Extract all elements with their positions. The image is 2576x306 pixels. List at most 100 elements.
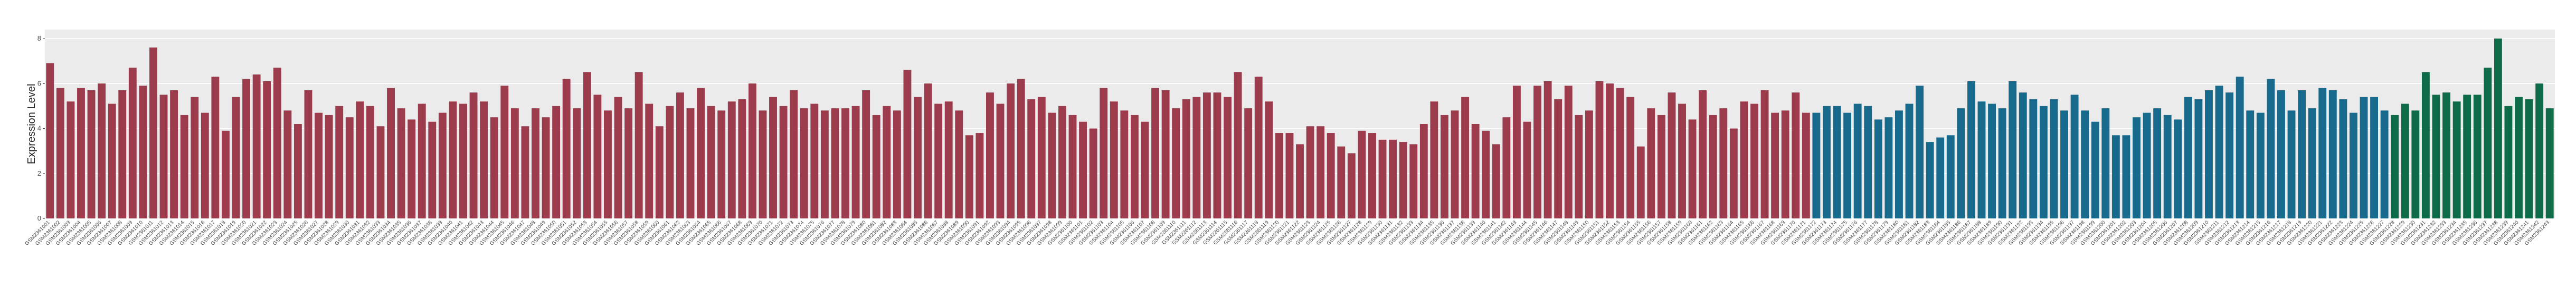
bar	[2473, 94, 2482, 218]
bar	[1079, 121, 1087, 218]
bar	[934, 103, 943, 218]
bar	[263, 81, 271, 218]
bar	[1048, 112, 1056, 218]
bar	[903, 70, 912, 218]
bar	[2174, 119, 2182, 218]
bar	[67, 101, 75, 218]
y-tick-label: 4	[37, 125, 41, 132]
bar	[1564, 85, 1573, 218]
bar	[1224, 97, 1232, 218]
bar	[2277, 90, 2285, 218]
bar	[542, 117, 550, 218]
bar	[1244, 108, 1253, 218]
bar	[1461, 97, 1470, 218]
bar	[1905, 103, 1914, 218]
bar	[1037, 97, 1046, 218]
bar	[707, 106, 715, 218]
bar	[841, 108, 849, 218]
bar	[2236, 77, 2244, 218]
bar	[532, 108, 539, 218]
bar	[2515, 97, 2523, 218]
bar	[56, 88, 64, 218]
bar	[893, 110, 901, 218]
bar	[2122, 135, 2130, 218]
bar	[2298, 90, 2306, 218]
bar	[2504, 106, 2513, 218]
bar	[2246, 110, 2255, 218]
bar	[2411, 110, 2420, 218]
bar	[1729, 128, 1738, 218]
bar	[748, 83, 756, 218]
bar	[1296, 144, 1304, 218]
bar	[1492, 144, 1500, 218]
bar	[717, 110, 726, 218]
bar	[335, 106, 344, 218]
bar	[645, 103, 654, 218]
bar	[820, 110, 829, 218]
bar	[1451, 110, 1459, 218]
bar	[1812, 112, 1821, 218]
bar	[1688, 119, 1697, 218]
bar	[1699, 90, 1707, 218]
bar	[1636, 146, 1645, 218]
bar	[1141, 121, 1149, 218]
bar	[1419, 124, 1428, 218]
bar	[1946, 135, 1955, 218]
bar	[2328, 90, 2337, 218]
bar	[727, 101, 736, 218]
bar	[2009, 81, 2017, 218]
bar	[2060, 110, 2068, 218]
bar	[232, 97, 240, 218]
bar	[924, 83, 932, 218]
bar	[851, 106, 860, 218]
bar	[2215, 85, 2223, 218]
bar	[1234, 72, 1242, 218]
bar	[1378, 139, 1387, 218]
bar	[2225, 92, 2234, 218]
y-tick-label: 8	[37, 34, 41, 42]
bar	[800, 108, 808, 218]
bar	[139, 85, 147, 218]
bar	[1926, 142, 1934, 218]
y-tick-label: 2	[37, 169, 41, 177]
bar	[1957, 108, 1965, 218]
bar	[1172, 108, 1180, 218]
bar	[2101, 108, 2110, 218]
bar	[397, 108, 405, 218]
bar	[2391, 114, 2399, 218]
bar	[2091, 121, 2099, 218]
bar	[1151, 88, 1159, 218]
bar	[449, 101, 457, 218]
bar	[1254, 77, 1263, 218]
bar	[315, 112, 323, 218]
bar	[1027, 99, 1036, 218]
bar	[325, 114, 333, 218]
bar	[521, 126, 529, 218]
bar	[1750, 103, 1758, 218]
bar	[862, 90, 870, 218]
bar	[2401, 103, 2409, 218]
bar	[986, 92, 994, 218]
bar	[1543, 81, 1552, 218]
bar	[87, 90, 96, 218]
bar	[356, 101, 364, 218]
bar	[2143, 112, 2151, 218]
bar	[500, 85, 509, 218]
bar	[1441, 114, 1448, 218]
bar	[552, 106, 561, 218]
bar	[583, 72, 591, 218]
bar	[1833, 106, 1841, 218]
bar	[1399, 142, 1407, 218]
bar	[510, 108, 519, 218]
bar	[2380, 110, 2389, 218]
bar	[1523, 121, 1531, 218]
bar	[459, 103, 467, 218]
bar	[1781, 110, 1789, 218]
bar	[1337, 146, 1346, 218]
bar	[1760, 90, 1769, 218]
bar	[614, 97, 622, 218]
bar	[1068, 114, 1077, 218]
bar	[2452, 101, 2461, 218]
bar	[159, 94, 168, 218]
bar	[2111, 135, 2120, 218]
